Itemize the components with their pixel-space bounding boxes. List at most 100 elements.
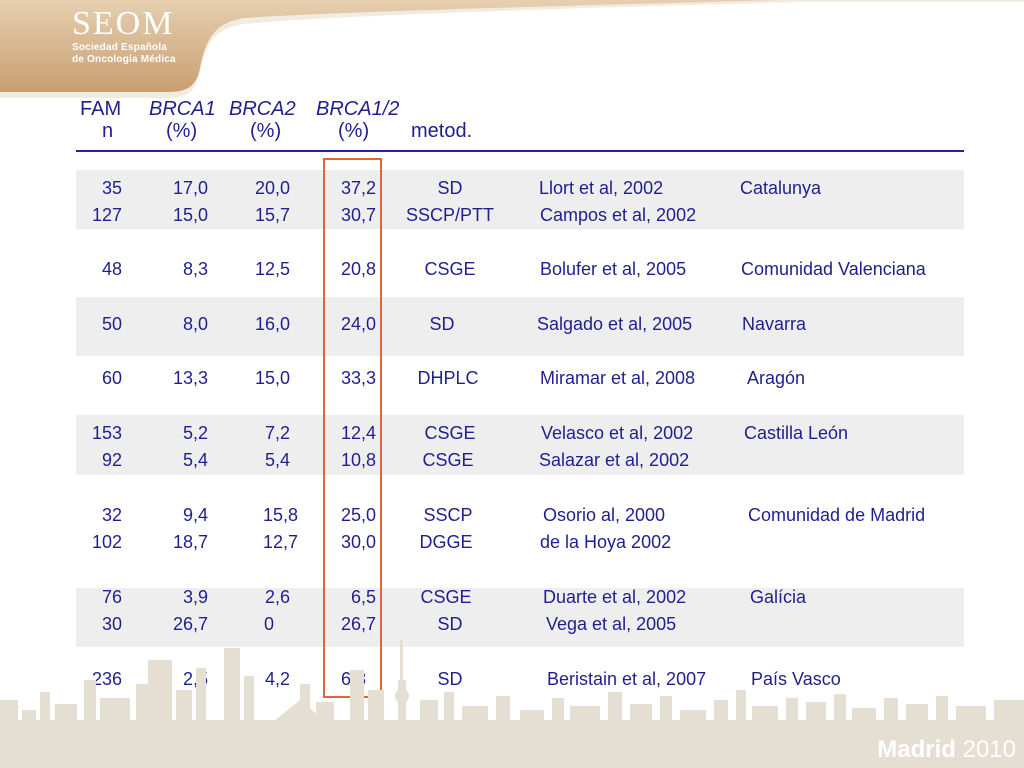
cell-brca2: 15,0: [254, 368, 290, 388]
cell-metod: DGGE: [419, 532, 473, 552]
cell-n: 60: [101, 368, 122, 388]
header-brca2: BRCA2: [229, 98, 296, 120]
cell-region: Comunidad Valenciana: [741, 259, 926, 279]
cell-brca12: 24,0: [340, 314, 376, 334]
cell-region: Castilla León: [744, 423, 849, 443]
row-band: [76, 415, 964, 475]
cell-brca1: 5,4: [182, 450, 208, 470]
row-band: [76, 297, 964, 356]
cell-metod: SSCP: [423, 505, 473, 525]
logo-line-1: Sociedad Española: [72, 42, 168, 53]
cell-ref: Beristain et al, 2007: [547, 669, 707, 689]
cell-metod: DHPLC: [417, 368, 479, 388]
cell-brca2: 0: [264, 614, 275, 634]
footer-year: 2010: [962, 736, 1016, 763]
footer-brand: Madrid 2010: [877, 736, 1016, 764]
cell-metod: CSGE: [424, 423, 476, 443]
cell-metod: SD: [429, 314, 455, 334]
cell-n: 102: [91, 532, 122, 552]
cell-brca12: 26,7: [340, 614, 376, 634]
cell-ref: Osorio al, 2000: [543, 505, 666, 525]
cell-brca1: 9,4: [182, 505, 208, 525]
logo-title: SEOM: [72, 5, 175, 42]
header-metod: metod.: [411, 120, 473, 142]
cell-brca2: 4,2: [264, 669, 290, 689]
cell-metod: CSGE: [424, 259, 476, 279]
cell-region: Aragón: [747, 368, 806, 388]
cell-n: 76: [101, 587, 122, 607]
cell-n: 50: [101, 314, 122, 334]
cell-n: 92: [101, 450, 122, 470]
cell-brca1: 18,7: [172, 532, 208, 552]
cell-brca1: 17,0: [172, 178, 208, 198]
cell-brca1: 15,0: [172, 205, 208, 225]
cell-brca1: 5,2: [182, 423, 208, 443]
header-fam: FAM: [80, 98, 122, 120]
seom-logo: SEOM Sociedad Española de Oncología Médi…: [72, 6, 176, 66]
cell-ref: Miramar et al, 2008: [540, 368, 696, 388]
cell-ref: Vega et al, 2005: [546, 614, 677, 634]
cell-brca12: 12,4: [340, 423, 376, 443]
row-band: [76, 170, 964, 229]
cell-ref: Campos et al, 2002: [540, 205, 697, 225]
header-banner: SEOM Sociedad Española de Oncología Médi…: [0, 0, 1024, 110]
cell-n: 48: [101, 259, 122, 279]
cell-n: 35: [101, 178, 122, 198]
cell-ref: Bolufer et al, 2005: [540, 259, 687, 279]
cell-brca12: 10,8: [340, 450, 376, 470]
cell-brca1: 8,0: [182, 314, 208, 334]
cell-ref: Llort et al, 2002: [539, 178, 664, 198]
cell-brca12: 25,0: [340, 505, 376, 525]
cell-brca1: 8,3: [182, 259, 208, 279]
brca12-highlight-box: [323, 158, 382, 698]
header-fam-sub: n: [102, 120, 114, 142]
cell-brca12: 30,0: [340, 532, 376, 552]
cell-brca12: 30,7: [340, 205, 376, 225]
cell-n: 30: [101, 614, 122, 634]
cell-brca2: 16,0: [254, 314, 290, 334]
cell-brca12: 20,8: [340, 259, 376, 279]
cell-brca2: 15,8: [262, 505, 298, 525]
cell-ref: Salazar et al, 2002: [539, 450, 690, 470]
logo-tab-shape: [0, 0, 1024, 98]
cell-ref: Salgado et al, 2005: [537, 314, 693, 334]
cell-brca12: 6,5: [350, 587, 376, 607]
cell-brca12: 37,2: [340, 178, 376, 198]
header-brca2-sub: (%): [250, 120, 282, 142]
cell-metod: CSGE: [420, 587, 472, 607]
cell-region: Catalunya: [740, 178, 822, 198]
cell-region: País Vasco: [751, 669, 841, 689]
cell-n: 153: [91, 423, 122, 443]
cell-brca2: 12,7: [262, 532, 298, 552]
header-brca1: BRCA1: [149, 98, 216, 120]
header-brca1-sub: (%): [166, 120, 198, 142]
cell-brca1: 26,7: [172, 614, 208, 634]
cell-ref: Duarte et al, 2002: [543, 587, 687, 607]
cell-region: Comunidad de Madrid: [748, 505, 926, 525]
cell-brca2: 15,7: [254, 205, 290, 225]
cell-brca2: 7,2: [264, 423, 290, 443]
cell-metod: SSCP/PTT: [405, 205, 494, 225]
cell-brca1: 13,3: [172, 368, 208, 388]
cell-n: 236: [91, 669, 122, 689]
cell-metod: CSGE: [422, 450, 474, 470]
cell-region: Navarra: [742, 314, 807, 334]
cell-region: Galícia: [750, 587, 807, 607]
madrid-skyline-image: [0, 640, 1024, 768]
footer-city: Madrid: [877, 736, 956, 763]
header-brca12-sub: (%): [338, 120, 370, 142]
cell-brca2: 12,5: [254, 259, 290, 279]
cell-brca2: 2,6: [264, 587, 290, 607]
cell-metod: SD: [437, 669, 463, 689]
cell-ref: de la Hoya 2002: [540, 532, 672, 552]
header-divider: [76, 150, 964, 152]
cell-metod: SD: [437, 178, 463, 198]
cell-ref: Velasco et al, 2002: [541, 423, 694, 443]
row-band: [76, 588, 964, 647]
cell-n: 127: [91, 205, 122, 225]
logo-line-2: de Oncología Médica: [72, 54, 176, 65]
cell-n: 32: [101, 505, 122, 525]
cell-brca12: 33,3: [340, 368, 376, 388]
cell-brca1: 3,9: [182, 587, 208, 607]
cell-brca2: 5,4: [264, 450, 290, 470]
